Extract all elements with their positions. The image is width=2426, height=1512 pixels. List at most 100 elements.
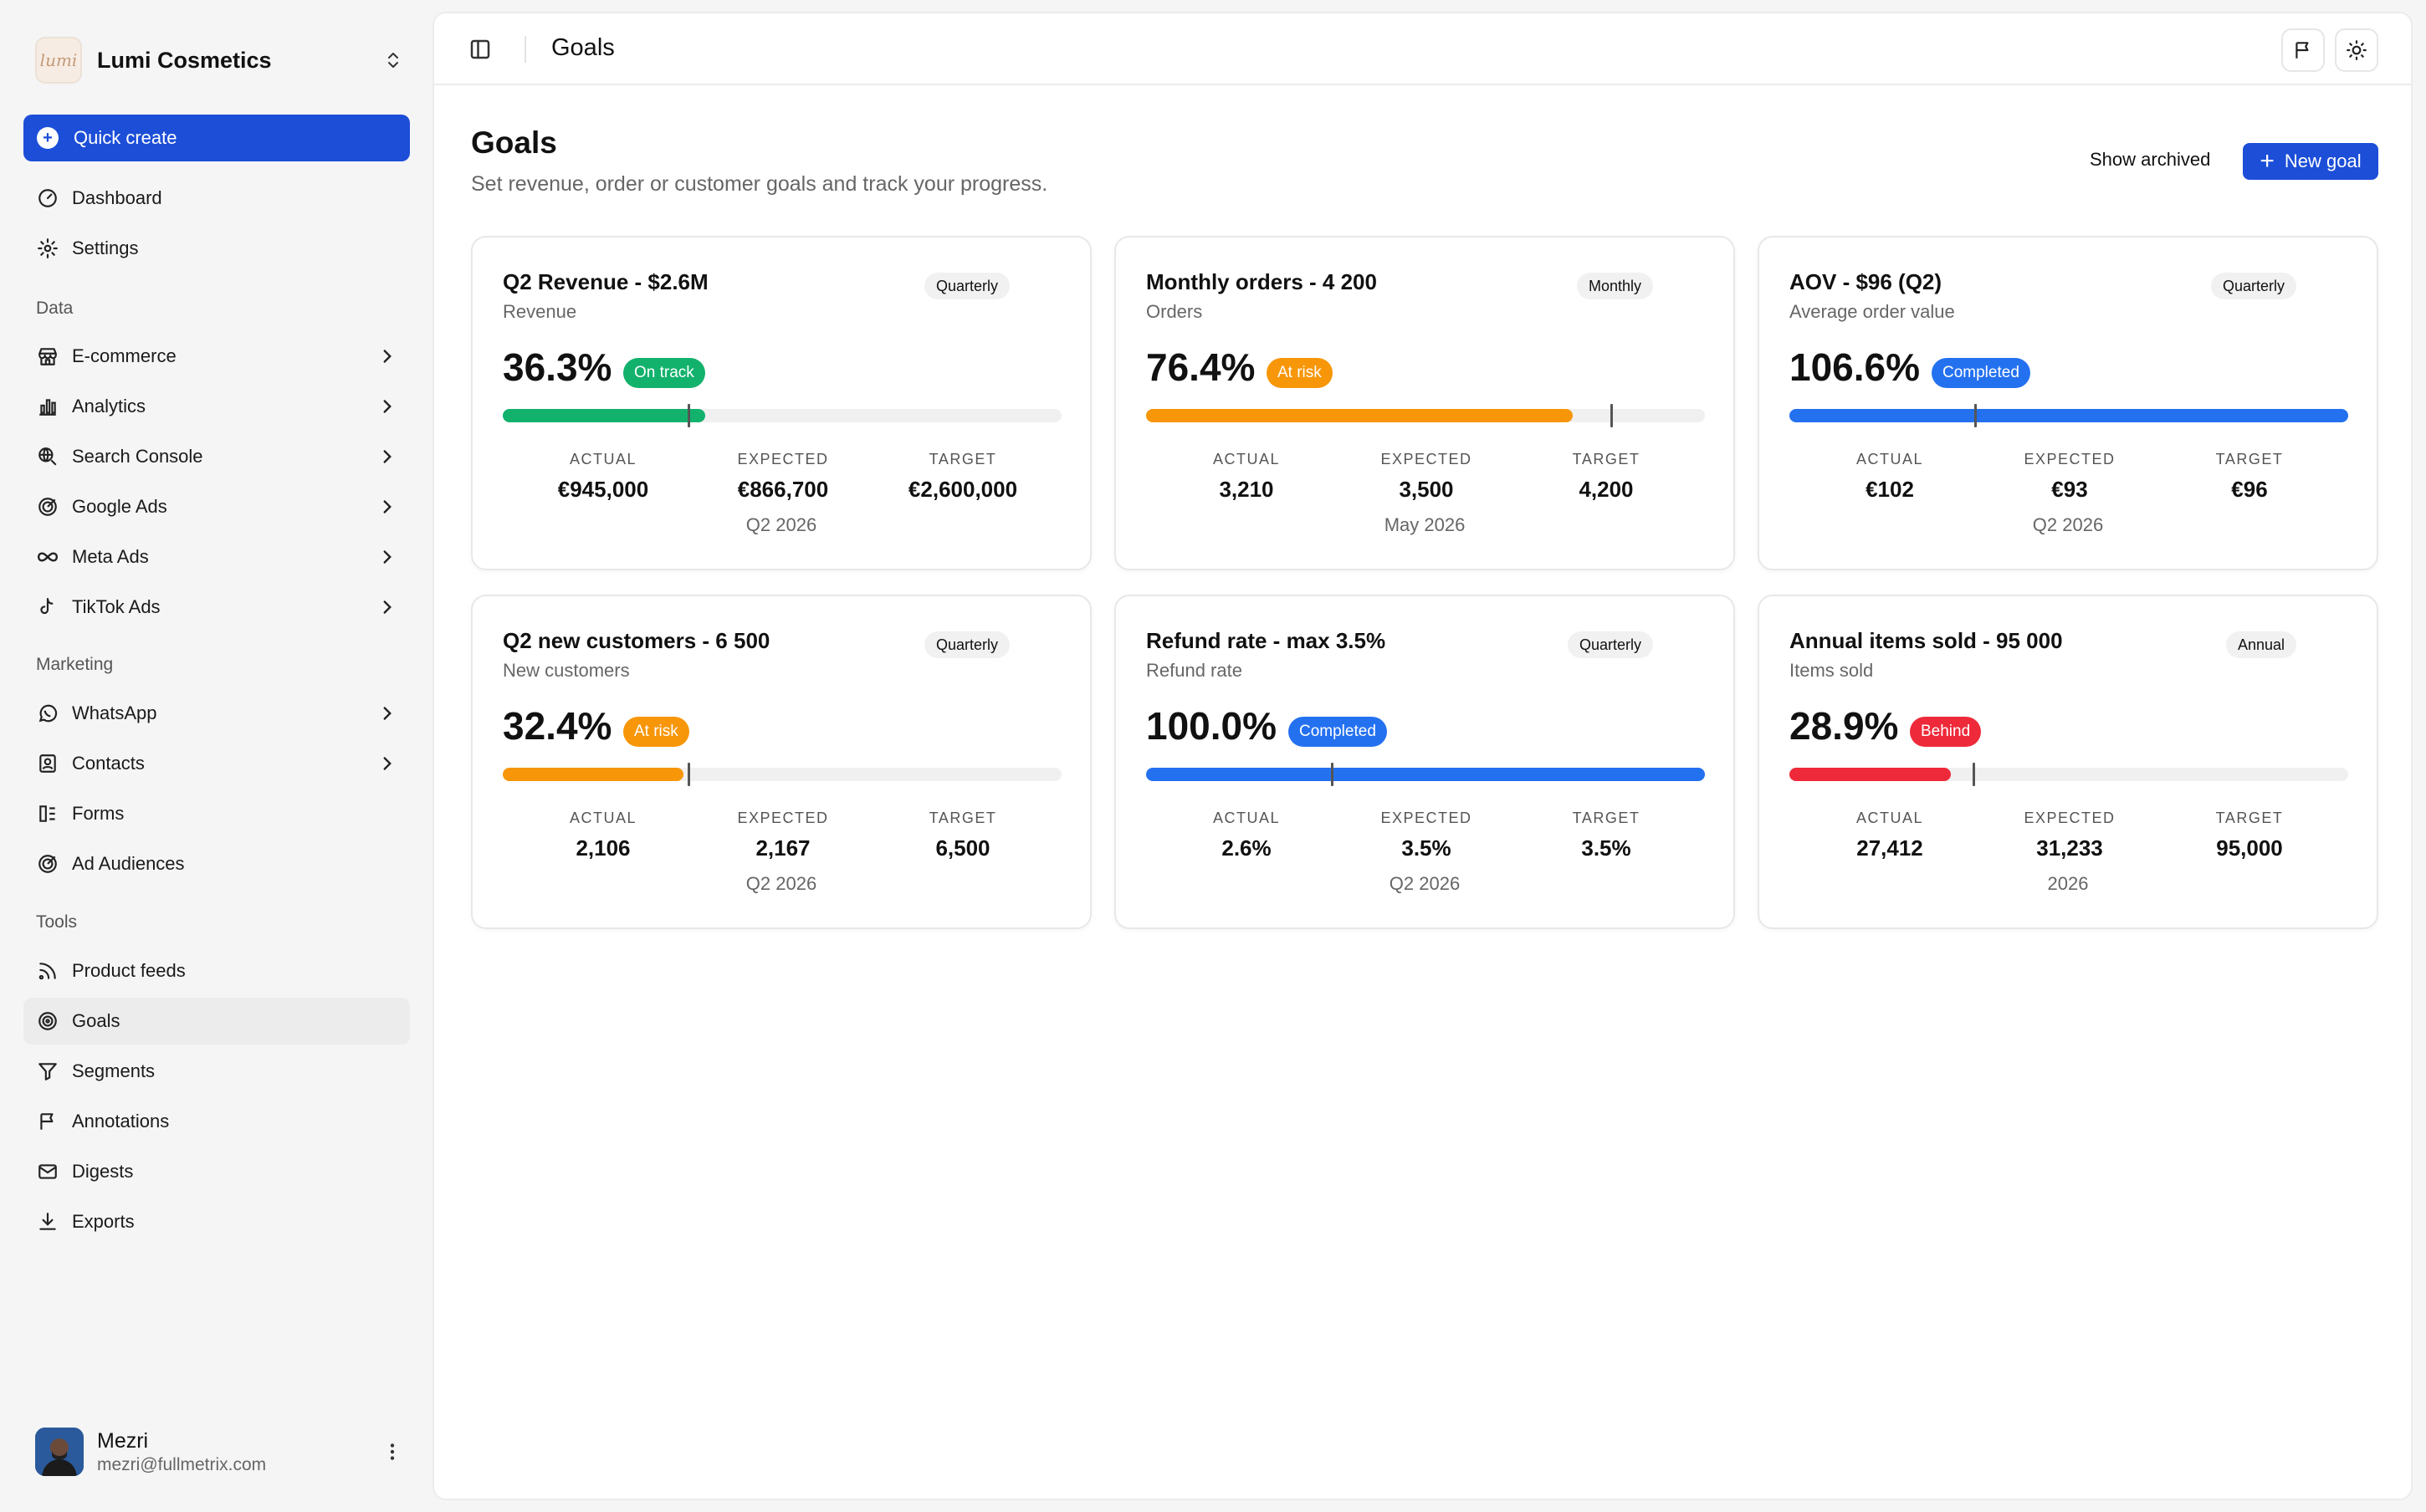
topbar: Goals	[434, 13, 2411, 85]
sidebar-toggle-icon[interactable]	[468, 37, 493, 62]
sidebar-item-tiktok-ads[interactable]: TikTok Ads	[23, 584, 410, 631]
goal-progress-fill	[1789, 768, 1952, 781]
goal-card[interactable]: Refund rate - max 3.5% Refund rate Quart…	[1114, 595, 1735, 929]
goal-percentage: 36.3%	[503, 345, 612, 389]
chevron-right-icon	[383, 500, 392, 513]
sidebar-item-whatsapp[interactable]: WhatsApp	[23, 690, 410, 737]
sidebar-item-label: Forms	[72, 803, 125, 824]
new-goal-button[interactable]: + New goal	[2243, 143, 2378, 180]
goal-stat-target: TARGET €96	[2154, 451, 2345, 503]
sidebar-item-analytics[interactable]: Analytics	[23, 383, 410, 430]
goal-stat-expected: EXPECTED 31,233	[1974, 810, 2165, 861]
goal-stat-target: TARGET 6,500	[868, 810, 1058, 861]
more-vertical-icon[interactable]	[381, 1441, 403, 1463]
sidebar-item-annotations[interactable]: Annotations	[23, 1098, 410, 1145]
goal-card[interactable]: Q2 new customers - 6 500 New customers Q…	[471, 595, 1092, 929]
sidebar-item-contacts[interactable]: Contacts	[23, 740, 410, 787]
sidebar: lumi Lumi Cosmetics + Quick create Dashb…	[0, 0, 432, 1512]
sidebar-item-google-ads[interactable]: Google Ads	[23, 483, 410, 530]
target-arrow-icon	[35, 494, 60, 519]
sidebar-item-label: Settings	[72, 238, 139, 258]
annotations-button[interactable]	[2281, 28, 2325, 72]
sidebar-item-exports[interactable]: Exports	[23, 1198, 410, 1245]
sidebar-item-forms[interactable]: Forms	[23, 790, 410, 837]
stat-value: 4,200	[1579, 477, 1634, 502]
brand-logo: lumi	[35, 37, 82, 84]
goal-card[interactable]: Monthly orders - 4 200 Orders Monthly 76…	[1114, 236, 1735, 570]
sidebar-item-label: Digests	[72, 1161, 134, 1182]
sidebar-item-label: WhatsApp	[72, 702, 157, 723]
sidebar-item-label: Exports	[72, 1211, 135, 1232]
goal-period-badge: Monthly	[1577, 273, 1654, 299]
download-icon	[35, 1209, 60, 1234]
stat-value: €96	[2231, 477, 2268, 502]
goal-stat-actual: ACTUAL 3,210	[1151, 451, 1342, 503]
form-icon	[35, 801, 60, 826]
workspace-switcher[interactable]: lumi Lumi Cosmetics	[35, 35, 403, 85]
stat-label: TARGET	[929, 451, 997, 467]
goal-title: AOV - $96 (Q2)	[1789, 269, 1942, 294]
stat-label: ACTUAL	[1855, 810, 1923, 826]
goal-card[interactable]: Annual items sold - 95 000 Items sold An…	[1758, 595, 2378, 929]
goal-progress-track	[503, 763, 1062, 786]
sidebar-item-dashboard[interactable]: Dashboard	[23, 175, 410, 222]
sidebar-item-goals[interactable]: Goals	[23, 998, 410, 1045]
stat-label: TARGET	[2215, 810, 2284, 826]
sidebar-item-settings[interactable]: Settings	[23, 225, 410, 272]
goal-card[interactable]: AOV - $96 (Q2) Average order value Quart…	[1758, 236, 2378, 570]
stat-value: €945,000	[557, 477, 649, 502]
sidebar-item-label: Meta Ads	[72, 546, 149, 567]
stat-value: 2,106	[576, 835, 631, 861]
goal-title: Annual items sold - 95 000	[1789, 628, 2063, 653]
stat-label: ACTUAL	[569, 451, 637, 467]
whatsapp-icon	[35, 701, 60, 726]
goal-period-label: Q2 2026	[745, 514, 817, 535]
topbar-divider	[525, 36, 526, 63]
quick-create-label: Quick create	[74, 127, 177, 148]
stat-value: 3.5%	[1581, 835, 1631, 861]
goal-stat-target: TARGET €2,600,000	[868, 451, 1058, 503]
plus-icon: +	[2260, 147, 2275, 175]
stat-label: EXPECTED	[737, 451, 829, 467]
sidebar-item-meta-ads[interactable]: Meta Ads	[23, 534, 410, 580]
goal-status-badge: Completed	[1932, 358, 2030, 388]
flag-icon	[2295, 42, 2309, 59]
stat-value: €93	[2051, 477, 2088, 502]
sidebar-item-product-feeds[interactable]: Product feeds	[23, 948, 410, 994]
goal-stat-expected: EXPECTED 3,500	[1331, 451, 1522, 503]
theme-toggle-button[interactable]	[2335, 28, 2378, 72]
goal-percentage: 32.4%	[503, 704, 612, 748]
goal-status-badge: Behind	[1910, 717, 1982, 747]
goal-title: Q2 new customers - 6 500	[503, 628, 770, 653]
show-archived-toggle[interactable]: Show archived	[2090, 149, 2211, 170]
stat-label: EXPECTED	[2024, 451, 2116, 467]
goal-period-badge: Annual	[2226, 631, 2297, 658]
user-menu[interactable]: Mezri mezri@fullmetrix.com	[35, 1427, 403, 1477]
stat-label: ACTUAL	[1212, 451, 1280, 467]
sidebar-item-e-commerce[interactable]: E-commerce	[23, 333, 410, 380]
stat-label: EXPECTED	[1380, 451, 1472, 467]
sidebar-item-digests[interactable]: Digests	[23, 1148, 410, 1195]
sidebar-item-label: Annotations	[72, 1111, 170, 1131]
globe-search-icon	[35, 444, 60, 469]
page-title: Goals	[471, 125, 557, 160]
goal-progress-fill	[503, 768, 684, 781]
sun-icon	[2347, 40, 2367, 60]
goal-progress-fill	[1146, 768, 1705, 781]
goal-progress-fill	[1789, 409, 2348, 422]
goal-card[interactable]: Q2 Revenue - $2.6M Revenue Quarterly 36.…	[471, 236, 1092, 570]
sidebar-item-ad-audiences[interactable]: Ad Audiences	[23, 840, 410, 887]
chevrons-up-down-icon	[388, 53, 398, 68]
goal-period-badge: Quarterly	[924, 273, 1011, 299]
sidebar-item-search-console[interactable]: Search Console	[23, 433, 410, 480]
quick-create-button[interactable]: + Quick create	[23, 115, 410, 161]
stat-value: €2,600,000	[908, 477, 1018, 502]
stat-value: 6,500	[935, 835, 990, 861]
stat-value: €866,700	[737, 477, 829, 502]
stat-value: 3,500	[1399, 477, 1454, 502]
goal-metric: Orders	[1146, 301, 1203, 322]
stat-value: 2,167	[755, 835, 811, 861]
sidebar-item-segments[interactable]: Segments	[23, 1048, 410, 1095]
stat-value: 3.5%	[1401, 835, 1451, 861]
gear-icon	[35, 236, 60, 261]
